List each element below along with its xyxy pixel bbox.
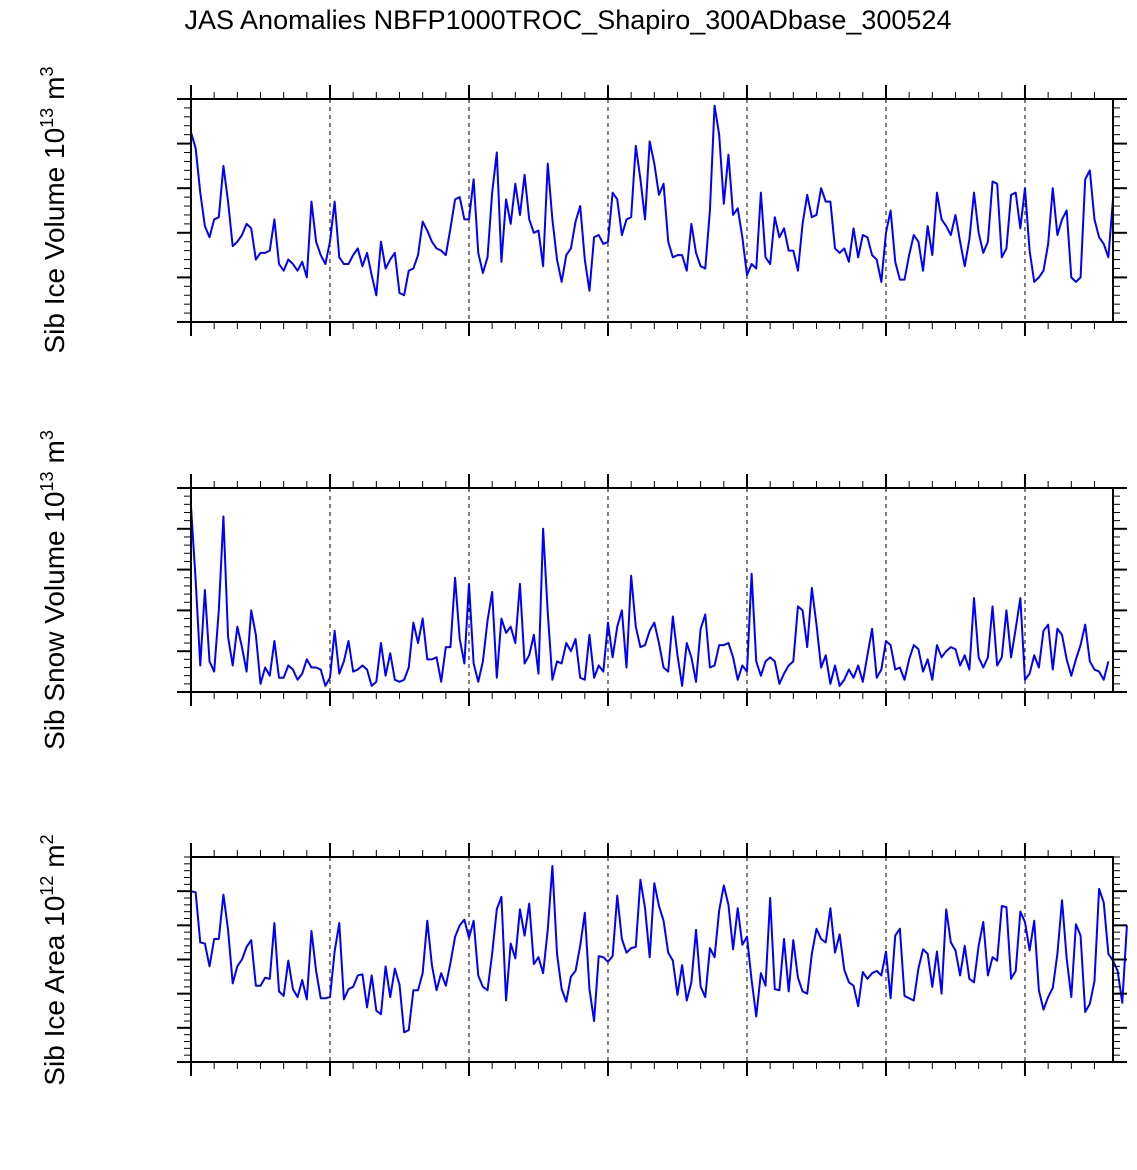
y-axis-label-unit-exponent: 3 xyxy=(37,430,57,440)
y-axis-label: Sib Ice Area 1012 m2 xyxy=(37,834,70,1085)
y-axis-label-unit-exponent: 2 xyxy=(37,834,57,844)
plot-frame xyxy=(190,98,1114,323)
y-axis-label: Sib Snow Volume 1013 m3 xyxy=(37,430,70,750)
y-axis-label-unit: m xyxy=(39,844,70,867)
plot-frame xyxy=(190,487,1114,693)
sib-ice-area-series-line xyxy=(190,865,1128,1034)
y-axis-label-exponent: 13 xyxy=(37,471,57,491)
y-axis-label-unit: m xyxy=(39,76,70,99)
y-axis-label: Sib Ice Volume 1013 m3 xyxy=(37,66,70,353)
y-axis-label-text: Sib Snow Volume 10 xyxy=(39,491,70,749)
y-axis-label-unit-exponent: 3 xyxy=(37,66,57,76)
y-axis-label-exponent: 12 xyxy=(37,876,57,896)
sib-ice-volume-series-line xyxy=(190,104,1114,297)
y-axis-label-text: Sib Ice Area 10 xyxy=(39,896,70,1086)
y-axis-label-text: Sib Ice Volume 10 xyxy=(39,128,70,354)
sib-snow-volume-series-line xyxy=(190,506,1110,687)
y-axis-label-exponent: 13 xyxy=(37,108,57,128)
sib-ice-area-panel: Sib Ice Area 1012 m2 xyxy=(37,834,1128,1086)
sib-ice-volume-panel: Sib Ice Volume 1013 m3 xyxy=(37,66,1127,354)
plot-frame xyxy=(190,856,1114,1063)
sib-snow-volume-panel: Sib Snow Volume 1013 m3 xyxy=(37,430,1127,750)
y-axis-label-unit: m xyxy=(39,440,70,463)
figure-title: JAS Anomalies NBFP1000TROC_Shapiro_300AD… xyxy=(185,5,952,35)
